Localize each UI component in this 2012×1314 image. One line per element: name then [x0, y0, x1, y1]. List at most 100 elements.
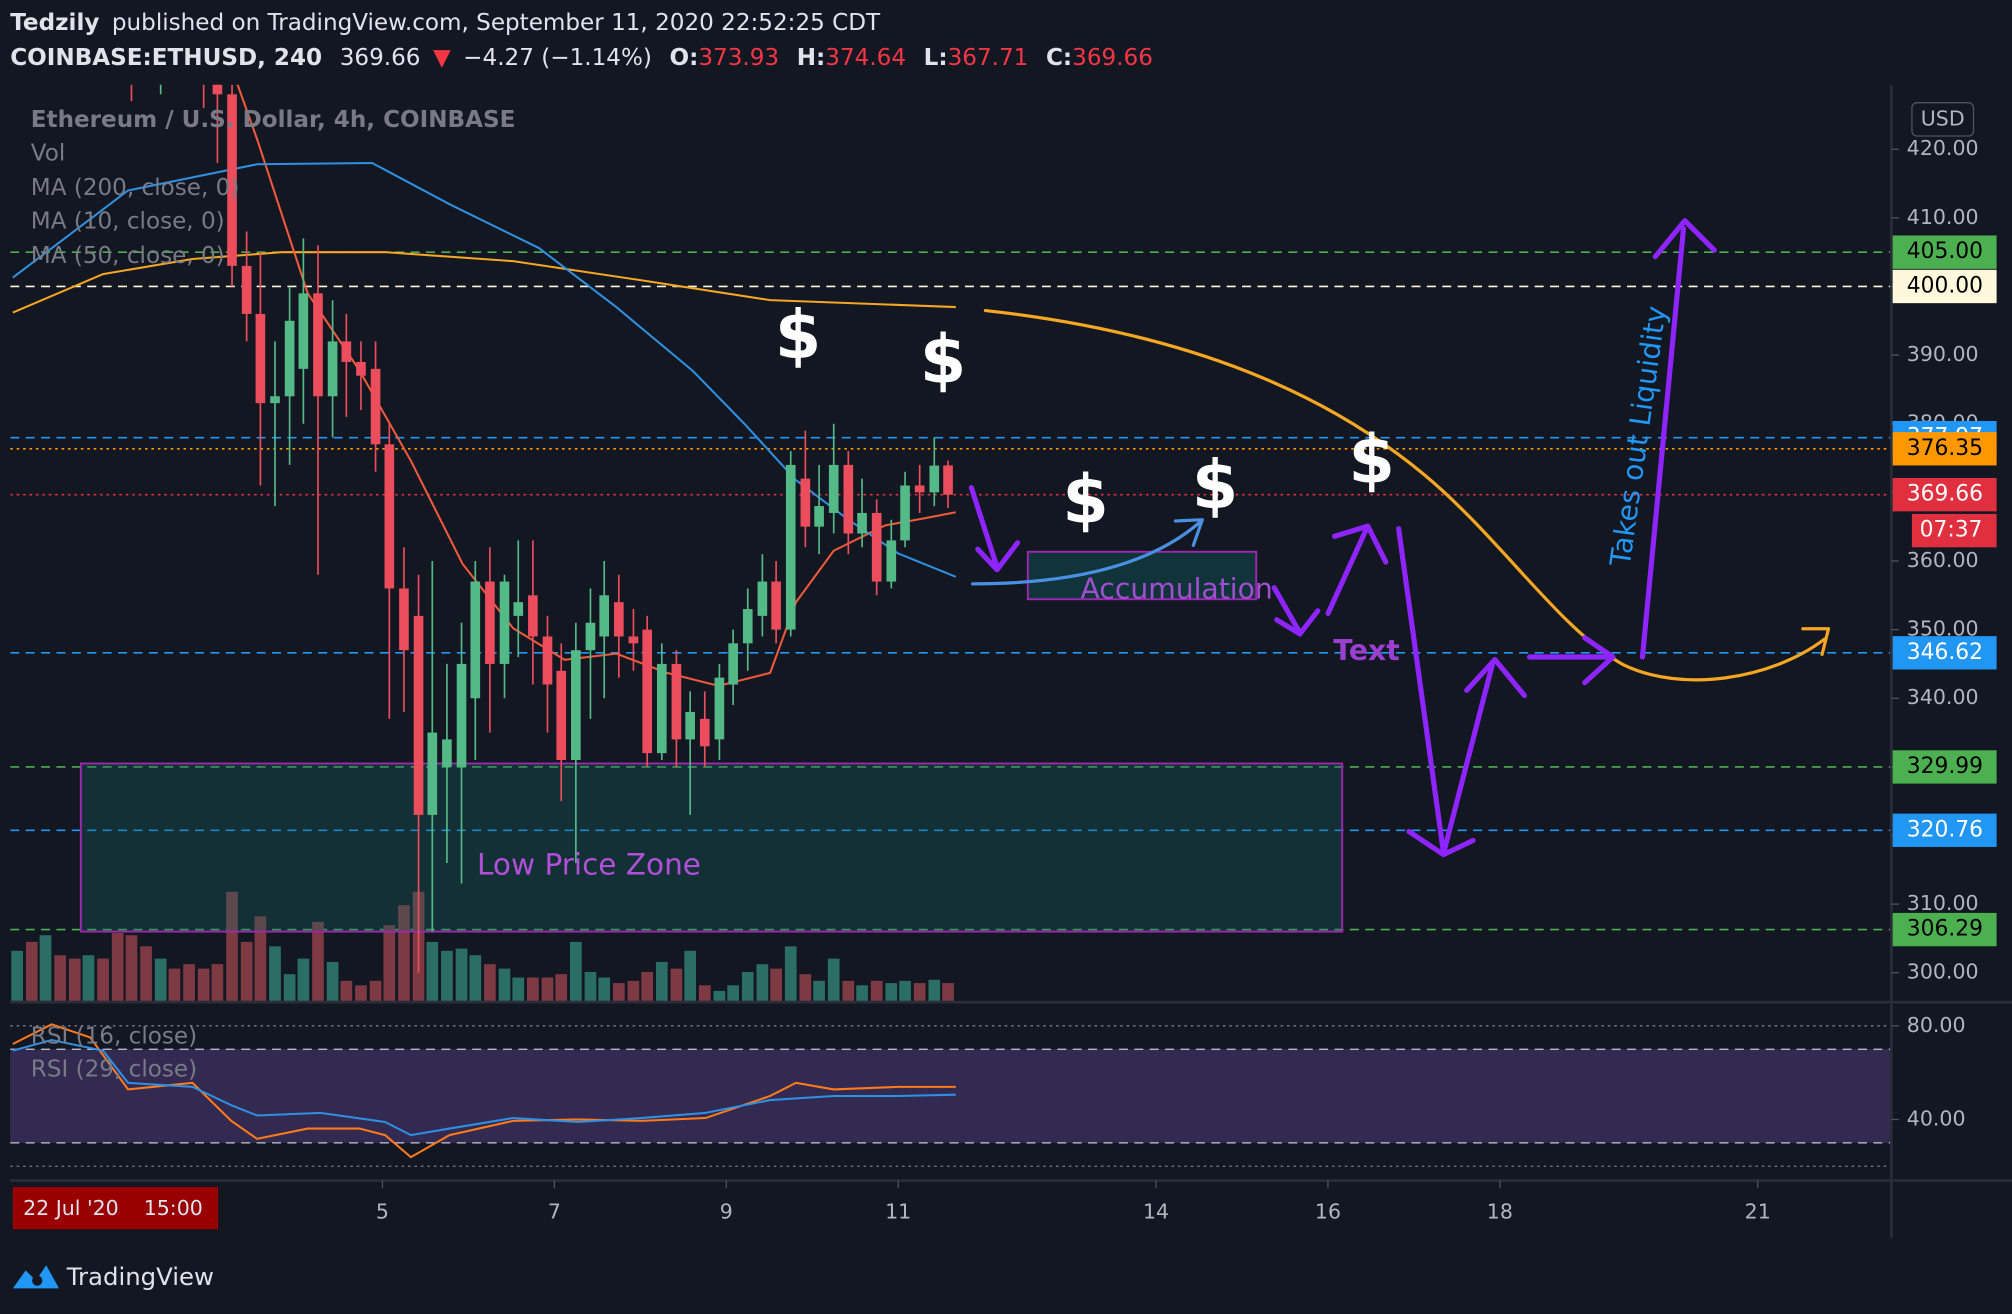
rsi-band: [10, 1049, 1891, 1143]
volume-bar: [856, 985, 868, 1001]
candle-body: [356, 361, 366, 376]
cursor-date: 22 Jul '20: [23, 1196, 119, 1220]
candle-body: [370, 368, 381, 445]
line: [12, 1023, 956, 1159]
level-label: 400.00: [1907, 273, 1983, 298]
volume-bar: [111, 932, 124, 1001]
change: −4.27 (−1.14%): [463, 44, 652, 70]
header-line: Tedzily published on TradingView.com, Se…: [10, 10, 881, 36]
volume-bar: [928, 979, 941, 1001]
volume-bar: [598, 977, 611, 1001]
candle-body: [270, 396, 280, 404]
projection-curve: [983, 308, 1827, 682]
y-tick-label: 300.00: [1907, 960, 1979, 984]
volume-bar: [741, 971, 754, 1001]
candle-body: [212, 84, 223, 95]
legend-entry: MA (10, close, 0): [31, 209, 225, 235]
volume-bar: [369, 980, 382, 1001]
volume-bar: [211, 964, 224, 1001]
text-label: Text: [1333, 634, 1399, 667]
y-tick-label: 310.00: [1907, 891, 1979, 915]
candle-body: [542, 636, 553, 685]
volume-bar: [799, 974, 812, 1001]
rsi-pane: [10, 1023, 1891, 1167]
accumulation-label: Accumulation: [1081, 572, 1273, 605]
volume-bar: [269, 946, 281, 1001]
volume-bar: [154, 958, 167, 1001]
level-label: 376.35: [1907, 436, 1983, 461]
volume-bar: [469, 955, 482, 1001]
volume-bar: [484, 964, 496, 1001]
candle-body: [914, 485, 925, 493]
volume-bar: [326, 961, 339, 1001]
volume-bar: [240, 941, 253, 1001]
volume-bar: [283, 974, 296, 1001]
volume-bar: [498, 968, 511, 1001]
drawings: [968, 218, 1831, 858]
dollar-signs: $ $ $ $ $: [775, 296, 1395, 538]
volume-bar: [827, 958, 840, 1001]
candle-body: [313, 293, 323, 397]
candle-body: [685, 711, 695, 740]
volume-bar: [39, 935, 52, 1001]
candle-body: [714, 677, 725, 740]
volume-bar: [68, 958, 81, 1001]
chart-title: Ethereum / U.S. Dollar, 4h, COINBASE: [31, 107, 516, 133]
dollar-sign: $: [775, 296, 821, 374]
candle-body: [556, 670, 567, 761]
legend-entry: RSI (29, close): [31, 1057, 197, 1083]
volume-bar: [584, 971, 597, 1001]
level-label: 369.66: [1907, 482, 1983, 507]
candle-body: [413, 615, 424, 815]
volume-bar: [82, 955, 95, 1001]
close-label: C:: [1046, 44, 1072, 70]
candle-body: [456, 663, 467, 767]
candle-body: [255, 313, 266, 404]
volume-bar: [97, 958, 109, 1001]
candle-body: [886, 540, 897, 582]
volume-bar: [555, 974, 568, 1001]
x-tick-label: 18: [1487, 1200, 1513, 1224]
candle-body: [757, 581, 768, 616]
x-tick-label: 21: [1745, 1200, 1771, 1224]
candle-body: [929, 465, 940, 493]
volume-bar: [254, 916, 267, 1001]
candle-body: [298, 293, 309, 369]
level-badge: [1892, 235, 1997, 269]
volume-bar: [183, 964, 195, 1001]
level-label: 346.62: [1907, 640, 1983, 665]
arrow-head: [1801, 627, 1831, 657]
candle-body: [399, 588, 409, 651]
volume-bar: [512, 977, 525, 1001]
candle-body: [699, 718, 710, 747]
accumulation-box: [1026, 550, 1258, 601]
volume-bar: [713, 990, 726, 1001]
volume-bar: [570, 941, 582, 1001]
candle-body: [470, 581, 481, 699]
dollar-sign: $: [1062, 460, 1108, 538]
level-badge: [1892, 636, 1997, 670]
x-tick-label: 9: [720, 1200, 733, 1224]
candle-body: [943, 465, 953, 495]
rsi-tick-label: 80.00: [1907, 1013, 1966, 1037]
volume-bar: [168, 968, 181, 1001]
volume-bar: [813, 980, 825, 1001]
volume-bar: [455, 948, 468, 1001]
volume-bar: [125, 935, 138, 1001]
candle-body: [785, 464, 796, 630]
candle-body: [656, 663, 667, 754]
candle-body: [227, 94, 237, 266]
volume-bar: [942, 983, 954, 1001]
volume-bar: [383, 925, 396, 1001]
y-tick-label: 420.00: [1907, 136, 1979, 160]
high-value: 374.64: [825, 44, 906, 70]
brand-logo: [12, 1265, 60, 1289]
volume-bar: [426, 941, 439, 1001]
y-tick-label: 360.00: [1907, 548, 1979, 572]
level-badge: [1892, 813, 1997, 847]
candle-body: [384, 444, 395, 589]
open-label: O:: [670, 44, 699, 70]
